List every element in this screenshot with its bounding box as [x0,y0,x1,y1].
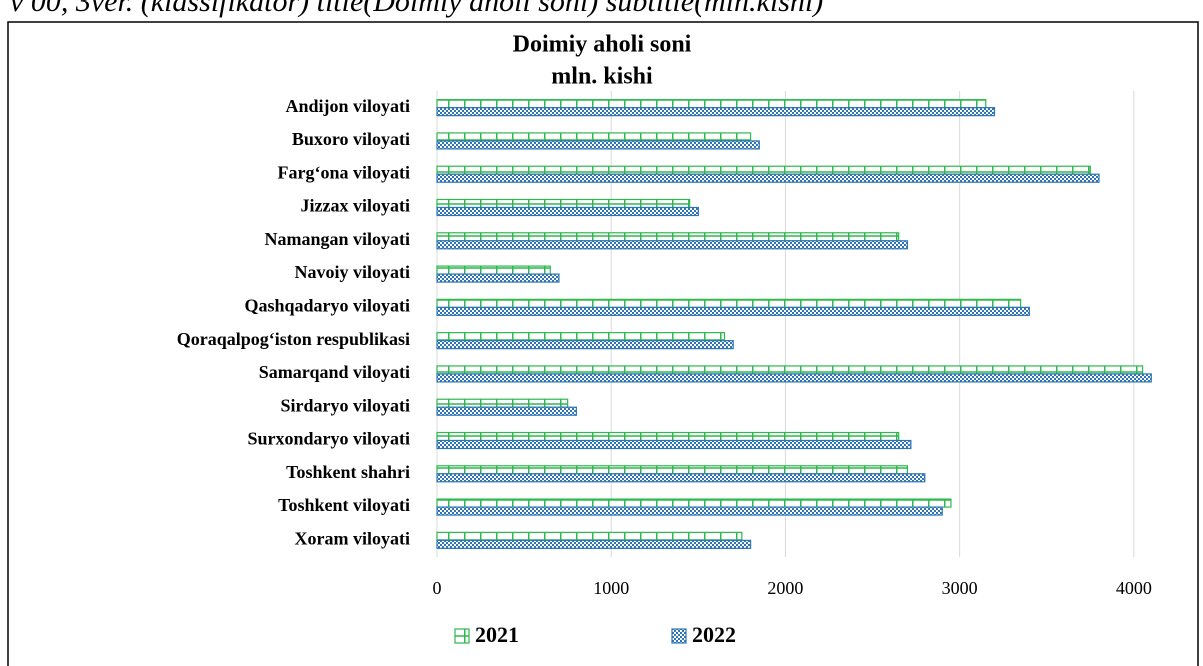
header-text: v 00, 3ver. (klassifikator) title(Doimiy… [10,0,823,18]
y-tick-label: Samarqand viloyati [259,362,410,382]
x-tick-label: 1000 [593,578,629,598]
bar [436,332,726,342]
bar [436,506,943,516]
bar [436,439,912,450]
y-tick-label: Qoraqalpog‘iston respublikasi [177,329,410,349]
bar [436,431,900,442]
bar [436,365,1144,375]
y-tick-label: Sirdaryo viloyati [281,395,411,415]
bar [436,140,760,150]
bar [436,206,699,217]
bar [436,298,1022,308]
bar [436,198,691,209]
y-tick-label: Jizzax viloyati [301,196,410,216]
y-tick-label: Qashqadaryo viloyati [244,295,410,315]
bar [436,240,908,250]
bar [436,99,987,109]
bar [436,473,926,483]
y-tick-label: Toshkent viloyati [278,495,410,515]
chart-subtitle: mln. kishi [551,64,653,90]
chart-title: Doimiy aholi soni [513,32,692,58]
x-tick-label: 4000 [1116,578,1152,598]
bar [436,232,900,242]
bar [436,340,734,350]
bar [436,373,1152,383]
legend-label: 2021 [475,622,519,647]
legend-swatch [671,628,687,644]
bar [436,406,577,416]
bar [436,273,560,283]
x-tick-label: 3000 [942,578,978,598]
y-tick-label: Andijon viloyati [285,96,410,116]
y-tick-label: Surxondaryo viloyati [247,429,410,449]
y-tick-label: Namangan viloyati [264,229,410,249]
bar [436,465,908,475]
y-tick-label: Farg‘ona viloyati [278,162,411,182]
bar [436,306,1030,316]
bar [436,398,569,408]
y-tick-label: Navoiy viloyati [295,262,411,282]
bar [436,539,752,549]
y-tick-label: Buxoro viloyati [292,129,410,149]
bar [436,531,743,541]
bar [436,498,952,508]
x-tick-label: 2000 [767,578,803,598]
bar [436,132,752,142]
bar [436,165,1091,175]
bar [436,107,996,117]
y-tick-label: Toshkent shahri [286,462,410,482]
bar [436,265,551,275]
y-tick-label: Xoram viloyati [295,528,410,548]
x-tick-label: 0 [433,578,442,598]
legend-label: 2022 [692,622,736,647]
bar [436,173,1100,183]
legend-swatch [454,628,470,644]
